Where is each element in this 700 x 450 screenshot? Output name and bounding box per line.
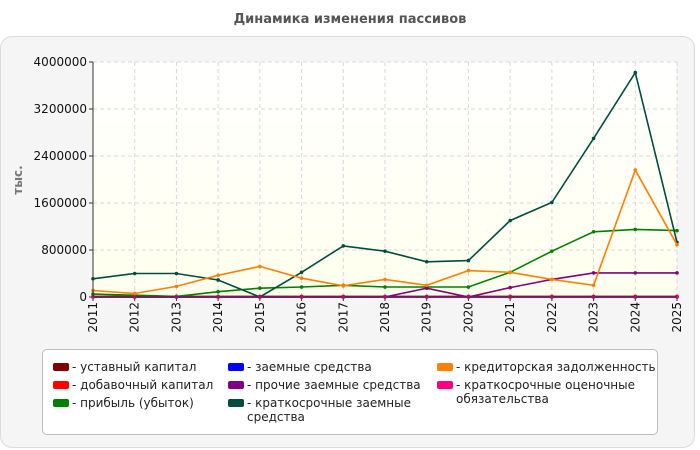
legend-item: - добавочный капитал xyxy=(53,378,213,392)
x-tick-label: 2025 xyxy=(670,302,684,333)
data-point xyxy=(466,285,471,289)
x-tick-label: 2018 xyxy=(378,302,392,333)
data-point xyxy=(299,270,304,275)
legend-label: - добавочный капитал xyxy=(72,378,214,392)
chart-title: Динамика изменения пассивов xyxy=(233,12,467,27)
legend-label: - кредиторская задолженность xyxy=(456,360,656,374)
x-tick-label: 2013 xyxy=(169,302,183,333)
data-point xyxy=(383,277,387,282)
x-tick-label: 2014 xyxy=(211,302,225,333)
data-point xyxy=(132,271,137,276)
x-tick-label: 2020 xyxy=(461,302,475,333)
legend-swatch xyxy=(228,381,244,389)
y-tick-label: 1600000 xyxy=(34,196,87,210)
y-tick-label: 2400000 xyxy=(34,149,87,163)
data-point xyxy=(633,271,638,275)
data-point xyxy=(508,285,512,290)
y-tick-label: 4000000 xyxy=(34,55,87,69)
data-point xyxy=(675,242,679,247)
chart-legend: - уставный капитал - добавочный капитал - … xyxy=(42,349,658,435)
data-point xyxy=(174,284,179,289)
data-point xyxy=(550,249,554,253)
legend-label: - заемные средства xyxy=(247,360,372,374)
data-point xyxy=(550,200,554,205)
data-point xyxy=(633,227,638,232)
data-point xyxy=(424,259,429,264)
data-point xyxy=(299,285,304,289)
legend-item: - заемные средства xyxy=(228,360,372,374)
legend-swatch xyxy=(53,381,69,389)
data-point xyxy=(132,291,137,296)
x-tick-label: 2021 xyxy=(503,302,517,333)
x-tick-label: 2011 xyxy=(86,302,100,333)
legend-swatch xyxy=(437,363,453,371)
data-point xyxy=(216,278,220,282)
y-tick-label: 800000 xyxy=(41,243,87,257)
data-point xyxy=(383,285,387,289)
x-tick-label: 2022 xyxy=(545,302,559,333)
legend-swatch xyxy=(228,399,244,407)
data-point xyxy=(550,277,554,282)
legend-item: - уставный капитал xyxy=(53,360,196,374)
legend-swatch xyxy=(437,381,453,389)
data-point xyxy=(508,270,512,275)
legend-item: - прибыль (убыток) xyxy=(53,396,194,410)
legend-item: - краткосрочные оценочные обязательства xyxy=(437,378,635,406)
data-point xyxy=(341,284,346,288)
data-point xyxy=(633,70,638,75)
x-tick-label: 2024 xyxy=(628,302,642,333)
data-point xyxy=(258,264,262,269)
legend-label: - прочие заемные средства xyxy=(247,378,421,392)
y-axis-ticks: 0 800000 1600000 2400000 3200000 4000000 xyxy=(34,55,93,304)
data-point xyxy=(424,286,429,290)
y-tick-label: 3200000 xyxy=(34,102,87,116)
data-point xyxy=(424,283,429,288)
x-axis-ticks: 2011 2012 2013 2014 2015 2016 2017 2018 2019 2020… xyxy=(86,297,684,333)
data-point xyxy=(591,136,596,141)
data-point xyxy=(174,271,179,276)
data-point xyxy=(675,271,679,275)
data-point xyxy=(216,273,220,278)
data-point xyxy=(591,229,596,234)
legend-item: - краткосрочные заемные средства xyxy=(228,396,411,424)
legend-label: - уставный капитал xyxy=(72,360,197,374)
data-point xyxy=(341,244,346,248)
data-point xyxy=(216,289,220,294)
x-tick-label: 2017 xyxy=(336,302,350,333)
legend-label: - краткосрочные заемные средства xyxy=(247,396,411,424)
legend-swatch xyxy=(228,363,244,371)
data-point xyxy=(675,228,679,233)
x-tick-label: 2023 xyxy=(587,302,601,333)
data-point xyxy=(591,283,596,288)
data-point xyxy=(299,276,304,281)
data-point xyxy=(466,268,471,273)
x-tick-label: 2015 xyxy=(253,302,267,333)
legend-item: - прочие заемные средства xyxy=(228,378,421,392)
x-tick-label: 2016 xyxy=(295,302,309,333)
y-tick-label: 0 xyxy=(79,290,87,304)
legend-swatch xyxy=(53,363,69,371)
legend-item: - кредиторская задолженность xyxy=(437,360,656,374)
data-point xyxy=(591,271,596,275)
plot-area xyxy=(93,62,677,297)
data-point xyxy=(258,286,262,290)
legend-label: - краткосрочные оценочные обязательства xyxy=(456,378,635,406)
legend-label: - прибыль (убыток) xyxy=(72,396,194,410)
legend-swatch xyxy=(53,399,69,407)
x-tick-label: 2019 xyxy=(420,302,434,333)
x-tick-label: 2012 xyxy=(128,302,142,333)
data-point xyxy=(466,258,471,263)
data-point xyxy=(383,249,387,253)
data-point xyxy=(508,218,512,223)
y-axis-label: тыс. xyxy=(11,165,25,194)
data-point xyxy=(633,168,638,172)
